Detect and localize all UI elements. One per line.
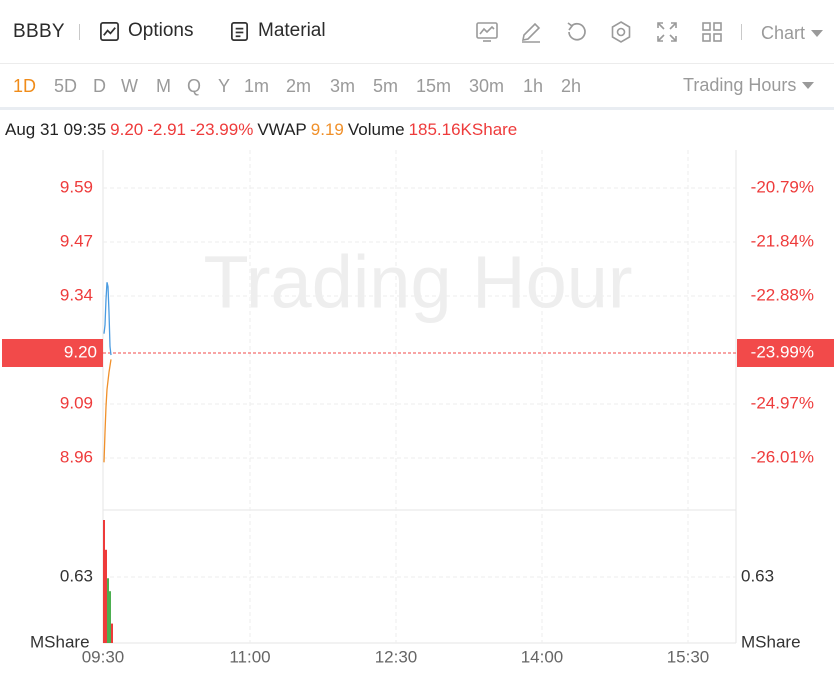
pct-tick-label: -22.88% — [751, 285, 814, 304]
period-d[interactable]: D — [93, 76, 106, 96]
refresh-icon[interactable] — [564, 20, 588, 44]
top-toolbar: BBBY Options Material Chart — [0, 0, 834, 64]
volume-bar — [109, 591, 111, 643]
volume-value: 185.16KShare — [408, 120, 518, 139]
volume-bar — [105, 549, 107, 643]
price-tick-label: 9.47 — [60, 231, 93, 250]
volume-bar — [103, 520, 105, 643]
price-tick-label: 9.59 — [60, 177, 93, 196]
price-tick-label: 9.34 — [60, 285, 93, 304]
pct-tick-label: -20.79% — [751, 177, 814, 196]
period-2m[interactable]: 2m — [286, 76, 312, 96]
time-tick-label: 09:30 — [82, 647, 125, 666]
period-2h[interactable]: 2h — [561, 76, 582, 96]
pct-tick-label: -26.01% — [751, 447, 814, 466]
toolbar-divider — [741, 24, 742, 40]
material-button[interactable]: Material — [229, 20, 326, 42]
volume-bar — [107, 578, 109, 643]
quote-price: 9.20 — [110, 120, 144, 139]
current-price-tag-label: 9.20 — [64, 342, 97, 361]
time-tick-label: 14:00 — [521, 647, 564, 666]
material-label: Material — [258, 20, 326, 41]
vwap-series-line — [103, 359, 112, 463]
period-y[interactable]: Y — [218, 76, 231, 96]
trading-hours-label: Trading Hours — [683, 75, 797, 95]
volume-label: Volume — [347, 120, 405, 139]
chart-type-select[interactable]: Chart — [761, 23, 824, 44]
volume-unit-label: MShare — [30, 632, 90, 651]
period-5d[interactable]: 5D — [54, 76, 78, 96]
trading-hours-select[interactable]: Trading Hours — [683, 75, 815, 96]
options-label: Options — [128, 20, 194, 41]
period-5m[interactable]: 5m — [373, 76, 399, 96]
time-tick-label: 12:30 — [375, 647, 418, 666]
time-tick-label: 11:00 — [229, 647, 270, 666]
options-button[interactable]: Options — [99, 20, 193, 42]
price-tick-label: 9.09 — [60, 393, 93, 412]
indicator-icon[interactable] — [475, 20, 499, 44]
vwap-value: 9.19 — [310, 120, 344, 139]
quote-datetime: Aug 31 09:35 — [5, 120, 107, 139]
quote-change: -2.91 — [147, 120, 186, 139]
price-tick-label: 8.96 — [60, 447, 93, 466]
period-3m[interactable]: 3m — [330, 76, 356, 96]
options-chart-icon — [100, 21, 119, 41]
period-1m[interactable]: 1m — [244, 76, 270, 96]
chevron-down-icon — [802, 82, 815, 89]
volume-tick-label: 0.63 — [60, 566, 93, 585]
volume-bar — [111, 623, 113, 643]
period-1d[interactable]: 1D — [13, 76, 37, 96]
period-1h[interactable]: 1h — [523, 76, 544, 96]
volume-tick-label-right: 0.63 — [741, 566, 774, 585]
quote-info-line: Aug 31 09:35 9.20 -2.91 -23.99% VWAP 9.19 Volu… — [5, 120, 521, 140]
vwap-label: VWAP — [257, 120, 307, 139]
toolbar-divider — [79, 24, 80, 40]
current-pct-tag — [737, 339, 834, 367]
chart-type-label: Chart — [761, 23, 806, 43]
layout-icon[interactable] — [700, 20, 724, 44]
current-pct-tag-label: -23.99% — [751, 342, 814, 361]
period-bar: 1D 5D D W M Q Y 1m 2m 3m 5m 15m 30m 1h 2… — [0, 64, 834, 110]
document-icon — [231, 21, 248, 41]
time-tick-label: 15:30 — [667, 647, 710, 666]
draw-icon[interactable] — [519, 20, 543, 44]
chevron-down-icon — [811, 30, 824, 37]
period-m[interactable]: M — [156, 76, 171, 96]
period-30m[interactable]: 30m — [469, 76, 505, 96]
volume-unit-label-right: MShare — [741, 632, 801, 651]
period-q[interactable]: Q — [187, 76, 202, 96]
period-15m[interactable]: 15m — [416, 76, 452, 96]
price-series-line — [103, 282, 112, 356]
settings-icon[interactable] — [609, 20, 633, 44]
watermark-text: Trading Hour — [203, 241, 632, 324]
fullscreen-icon[interactable] — [655, 20, 679, 44]
intraday-chart[interactable]: Trading Hour 9.59 9.47 9.34 9.09 8.96 -20.79% -… — [0, 140, 834, 675]
quote-change-pct: -23.99% — [190, 120, 254, 139]
ticker-symbol[interactable]: BBBY — [13, 21, 65, 42]
pct-tick-label: -21.84% — [751, 231, 814, 250]
pct-tick-label: -24.97% — [751, 393, 814, 412]
current-price-tag — [2, 339, 103, 367]
period-w[interactable]: W — [121, 76, 138, 96]
